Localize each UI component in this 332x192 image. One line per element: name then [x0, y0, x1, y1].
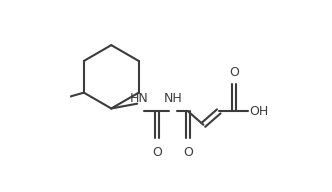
Text: HN: HN [130, 92, 148, 105]
Text: O: O [152, 146, 162, 159]
Text: NH: NH [163, 92, 182, 105]
Text: O: O [229, 66, 239, 79]
Text: OH: OH [250, 105, 269, 118]
Text: O: O [183, 146, 193, 159]
